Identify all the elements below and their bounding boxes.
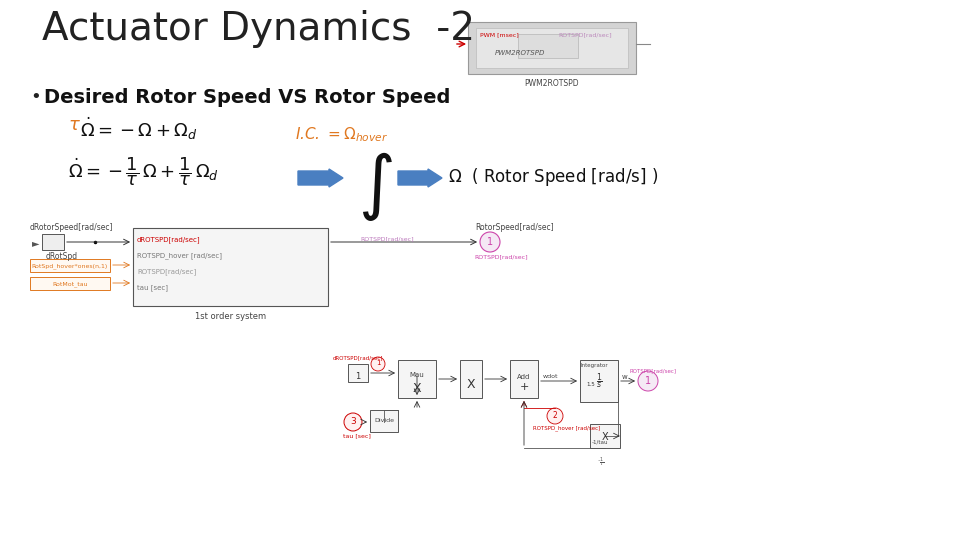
Text: dRotorSpeed[rad/sec]: dRotorSpeed[rad/sec] bbox=[30, 223, 113, 232]
Circle shape bbox=[547, 408, 563, 424]
Text: Actuator Dynamics  -2: Actuator Dynamics -2 bbox=[42, 10, 475, 48]
Circle shape bbox=[638, 371, 658, 391]
Text: 2: 2 bbox=[553, 411, 558, 420]
Text: dRotSpd: dRotSpd bbox=[46, 252, 78, 261]
Bar bbox=[518, 34, 578, 58]
Text: -1/tau: -1/tau bbox=[591, 440, 609, 445]
Text: ROTSPD[rad/sec]: ROTSPD[rad/sec] bbox=[630, 368, 677, 373]
Text: ROTSPD[rad/sec]: ROTSPD[rad/sec] bbox=[474, 254, 528, 259]
FancyArrow shape bbox=[298, 169, 343, 187]
Text: wdot: wdot bbox=[543, 374, 559, 379]
Text: $\Omega$  ( Rotor Speed [rad/s] ): $\Omega$ ( Rotor Speed [rad/s] ) bbox=[448, 166, 659, 188]
Text: PWM2ROTSPD: PWM2ROTSPD bbox=[525, 79, 579, 88]
Bar bbox=[580, 360, 618, 402]
Circle shape bbox=[371, 357, 385, 371]
Bar bbox=[133, 228, 328, 306]
Bar bbox=[398, 360, 436, 398]
Text: 1st order system: 1st order system bbox=[195, 312, 266, 321]
Text: 1.5: 1.5 bbox=[587, 382, 595, 387]
Bar bbox=[460, 360, 482, 398]
Text: RotSpd_hover*ones(n,1): RotSpd_hover*ones(n,1) bbox=[32, 263, 108, 269]
Text: ROTSPD_hover [rad/sec]: ROTSPD_hover [rad/sec] bbox=[137, 252, 222, 259]
Text: 1: 1 bbox=[645, 376, 651, 386]
Text: tau [sec]: tau [sec] bbox=[137, 284, 168, 291]
Text: X: X bbox=[467, 378, 475, 391]
Text: Divide: Divide bbox=[374, 418, 394, 423]
Text: +: + bbox=[519, 382, 529, 392]
Text: Add: Add bbox=[517, 374, 531, 380]
Bar bbox=[476, 28, 628, 68]
Text: X: X bbox=[413, 382, 421, 395]
Bar bbox=[30, 277, 110, 290]
Bar bbox=[510, 360, 538, 398]
Bar bbox=[468, 22, 636, 74]
Text: w: w bbox=[622, 374, 628, 380]
Text: 1: 1 bbox=[375, 360, 380, 366]
Text: ►: ► bbox=[32, 238, 39, 248]
Text: $\int$: $\int$ bbox=[358, 150, 393, 223]
Bar bbox=[370, 410, 398, 432]
Bar bbox=[42, 234, 64, 250]
Text: PWM2ROTSPD: PWM2ROTSPD bbox=[494, 50, 545, 56]
Text: I.C. $= \Omega_{hover}$: I.C. $= \Omega_{hover}$ bbox=[295, 125, 389, 144]
Text: 3: 3 bbox=[350, 417, 356, 426]
Text: $\tau$: $\tau$ bbox=[68, 116, 81, 134]
Text: Mau: Mau bbox=[410, 372, 424, 378]
Text: dROTSPD[rad/sec]: dROTSPD[rad/sec] bbox=[137, 236, 201, 243]
Text: $\cdot\frac{1}{\tau}$: $\cdot\frac{1}{\tau}$ bbox=[597, 456, 605, 469]
FancyArrow shape bbox=[398, 169, 442, 187]
Bar bbox=[590, 424, 620, 448]
Text: 1: 1 bbox=[487, 237, 493, 247]
Text: ROTSPD[rad/sec]: ROTSPD[rad/sec] bbox=[137, 268, 196, 275]
Text: ROTSPD[rad/sec]: ROTSPD[rad/sec] bbox=[558, 32, 612, 37]
Text: Desired Rotor Speed VS Rotor Speed: Desired Rotor Speed VS Rotor Speed bbox=[44, 88, 450, 107]
Text: RotMot_tau: RotMot_tau bbox=[52, 281, 87, 287]
Bar bbox=[348, 364, 368, 382]
Text: •: • bbox=[30, 88, 40, 106]
Text: ROTSPD[rad/sec]: ROTSPD[rad/sec] bbox=[360, 236, 414, 241]
Text: ROTSPD_hover [rad/sec]: ROTSPD_hover [rad/sec] bbox=[533, 425, 600, 431]
Text: $\dot{\Omega} = -\dfrac{1}{\tau}\,\Omega + \dfrac{1}{\tau}\,\Omega_d$: $\dot{\Omega} = -\dfrac{1}{\tau}\,\Omega… bbox=[68, 155, 219, 187]
Text: $\frac{1}{s}$: $\frac{1}{s}$ bbox=[595, 372, 603, 392]
Text: 1: 1 bbox=[355, 372, 361, 381]
Bar bbox=[30, 259, 110, 272]
Text: RotorSpeed[rad/sec]: RotorSpeed[rad/sec] bbox=[475, 223, 554, 232]
Circle shape bbox=[480, 232, 500, 252]
Text: PWM [msec]: PWM [msec] bbox=[480, 32, 518, 37]
Circle shape bbox=[344, 413, 362, 431]
Text: dROTSPD[rad/sec]: dROTSPD[rad/sec] bbox=[333, 355, 383, 360]
Text: Integrator: Integrator bbox=[580, 363, 608, 368]
Text: X: X bbox=[602, 432, 609, 442]
Text: tau [sec]: tau [sec] bbox=[343, 433, 371, 438]
Text: $\dot{\Omega} = -\Omega + \Omega_d$: $\dot{\Omega} = -\Omega + \Omega_d$ bbox=[80, 116, 198, 142]
